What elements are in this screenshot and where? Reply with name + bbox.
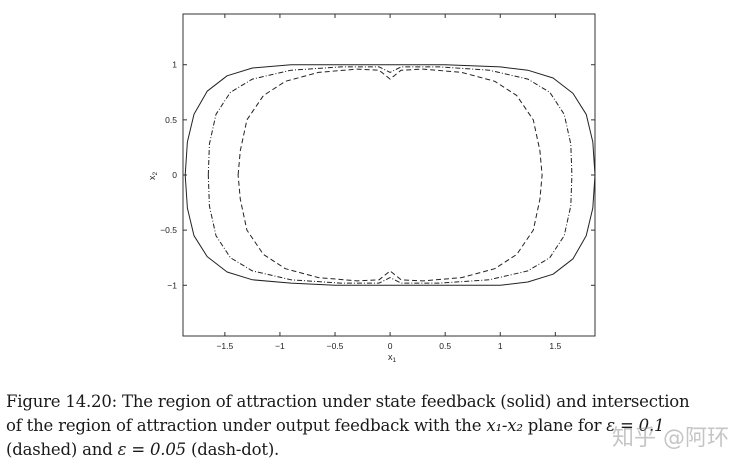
caption-line-1: Figure 14.20: The region of attraction u… [6, 392, 690, 411]
x-tick-label: −1 [275, 341, 285, 351]
series-dash-dot-line [207, 66, 573, 284]
x-tick-label: 0 [388, 341, 393, 351]
x-tick-label: −0.5 [327, 341, 344, 351]
figure-caption: Figure 14.20: The region of attraction u… [6, 390, 751, 462]
series-solid-line [184, 64, 596, 286]
y-tick-label: 0 [172, 170, 177, 180]
watermark: 知乎 @阿环 [612, 426, 729, 451]
series-group [184, 64, 596, 286]
caption-epsilon-2: ε = 0.05 [117, 440, 187, 459]
caption-epsilon-1: ε = 0.1 [606, 416, 665, 435]
caption-math-x1x2: x₁-x₂ [486, 416, 523, 435]
x-axis-ticks: −1.5 −1 −0.5 0 0.5 1 1.5 [216, 14, 562, 351]
chart-figure: −1.5 −1 −0.5 0 0.5 1 1.5 1 0.5 0 −0.5 −1 x1 x2 [147, 13, 596, 364]
y-axis-label: x2 [147, 172, 159, 181]
x-tick-label: 1.5 [549, 341, 561, 351]
plot-area [182, 13, 596, 337]
x-tick-label: −1.5 [216, 341, 233, 351]
y-tick-label: −0.5 [160, 225, 177, 235]
caption-line-2: of the region of attraction under output… [6, 416, 665, 435]
y-tick-label: 1 [172, 60, 177, 70]
x-tick-label: 0.5 [439, 341, 451, 351]
caption-line-3: (dashed) and ε = 0.05 (dash-dot). [6, 440, 280, 459]
series-dashed-line [237, 68, 543, 282]
y-tick-label: 0.5 [165, 115, 177, 125]
y-tick-label: −1 [167, 280, 177, 290]
x-tick-label: 1 [498, 341, 503, 351]
x-axis-label: x1 [388, 352, 397, 364]
y-axis-ticks: 1 0.5 0 −0.5 −1 [160, 60, 595, 290]
